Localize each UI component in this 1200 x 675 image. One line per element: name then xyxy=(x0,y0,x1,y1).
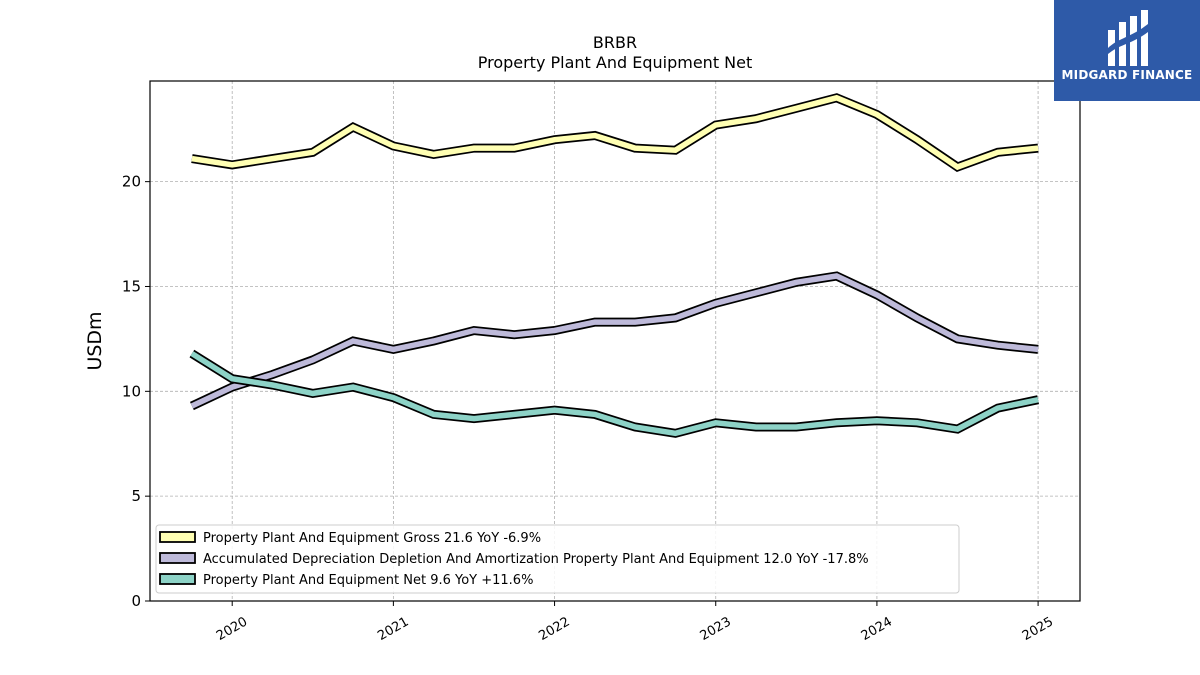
series-line-fill xyxy=(191,94,1039,171)
series-line xyxy=(189,271,1039,411)
legend-label: Property Plant And Equipment Gross 21.6 … xyxy=(203,531,541,546)
legend-item: Property Plant And Equipment Net 9.6 YoY… xyxy=(159,573,533,588)
y-tick-label: 15 xyxy=(122,277,141,295)
x-tick-label: 2023 xyxy=(698,614,734,644)
series-layer xyxy=(189,93,1040,438)
logo-text: MIDGARD FINANCE xyxy=(1061,68,1193,82)
legend-swatch xyxy=(159,573,196,585)
y-tick-label: 0 xyxy=(131,592,141,610)
y-axis-label: USDm xyxy=(84,311,106,370)
legend-item: Property Plant And Equipment Gross 21.6 … xyxy=(159,531,541,546)
x-tick-label: 2025 xyxy=(1020,614,1056,644)
series-line-fill xyxy=(190,273,1039,409)
series-line-fill xyxy=(190,351,1039,437)
x-tick-label: 2021 xyxy=(375,614,411,644)
series-line-outline xyxy=(191,93,1039,173)
plot-area-frame xyxy=(149,80,1081,602)
legend-frame xyxy=(155,524,960,594)
series-line-outline xyxy=(189,271,1039,411)
y-tick-label: 5 xyxy=(131,487,141,505)
logo-mark-icon xyxy=(1108,10,1148,66)
series-line xyxy=(189,349,1040,438)
series-line xyxy=(191,93,1039,173)
chart-title: BRBR xyxy=(593,33,637,52)
legend-label: Accumulated Depreciation Depletion And A… xyxy=(203,552,869,567)
x-tick-label: 2020 xyxy=(214,614,250,644)
legend-swatch xyxy=(159,552,196,564)
legend-label: Property Plant And Equipment Net 9.6 YoY… xyxy=(203,573,533,588)
chart-subtitle: Property Plant And Equipment Net xyxy=(478,53,753,72)
legend: Property Plant And Equipment Gross 21.6 … xyxy=(155,524,960,594)
legend-item: Accumulated Depreciation Depletion And A… xyxy=(159,552,869,567)
x-tick-label: 2024 xyxy=(859,614,895,644)
y-axis: 0 5 10 15 20 xyxy=(122,173,150,610)
x-axis: 2020 2021 2022 2023 2024 2025 xyxy=(214,601,1056,644)
y-tick-label: 10 xyxy=(122,382,141,400)
x-tick-label: 2022 xyxy=(536,614,572,644)
legend-swatch xyxy=(159,531,196,543)
midgard-finance-logo: MIDGARD FINANCE xyxy=(1054,0,1200,101)
y-tick-label: 20 xyxy=(122,173,141,191)
